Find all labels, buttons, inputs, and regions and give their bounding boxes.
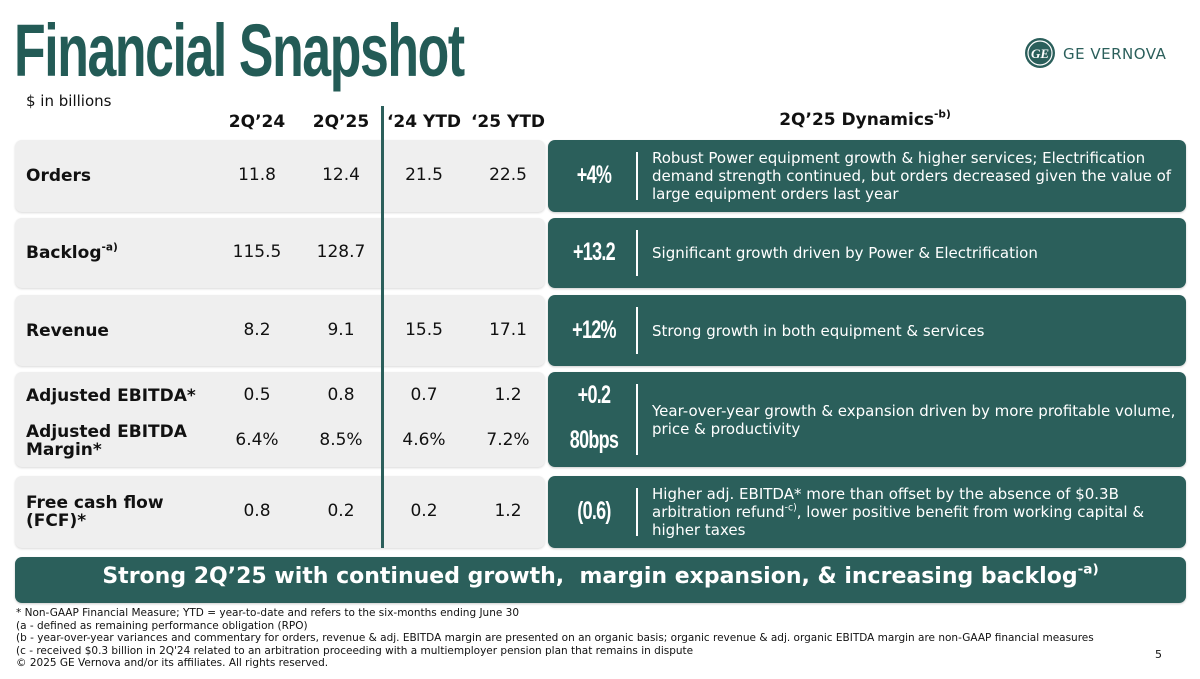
comment: Significant growth driven by Power & Ele… (652, 244, 1187, 262)
row-label-text: Free cash flow (FCF)* (26, 493, 164, 531)
banner-text: Strong 2Q’25 with continued growth, marg… (15, 561, 1186, 589)
cell-value: 8.2 (243, 319, 271, 340)
footnote: © 2025 GE Vernova and/or its affiliates.… (16, 657, 329, 670)
row-label-text: Adjusted EBITDA Margin* (26, 422, 187, 460)
row-label-text: Adjusted EBITDA* (26, 386, 196, 406)
cell-value: 1.2 (494, 385, 522, 405)
cell-value: 22.5 (489, 165, 527, 185)
dynamics-box (548, 295, 1186, 366)
dynamics-box (548, 372, 1186, 467)
cell-value: 0.2 (410, 501, 438, 521)
dynamics-header-text: 2Q’25 Dynamics (779, 110, 935, 130)
box-divider (636, 152, 638, 200)
dynamics-box (548, 140, 1186, 212)
comment-text: Robust Power equipment growth & higher s… (652, 149, 1172, 203)
row-label: Adjusted EBITDA Margin* (26, 423, 201, 459)
row-label: Orders (26, 167, 201, 185)
comment-text: Significant growth driven by Power & Ele… (652, 244, 1038, 262)
footnote: (c - received $0.3 billion in 2Q'24 rela… (16, 644, 694, 657)
column-header: 2Q’25 (312, 112, 370, 132)
cell-value: 12.4 (322, 165, 360, 185)
dynamics-box (548, 218, 1186, 288)
comment-text: Year-over-year growth & expansion driven… (652, 401, 1176, 438)
column-header: 2Q’24 (228, 112, 286, 132)
box-divider (636, 384, 638, 455)
row-label-text: Revenue (26, 320, 109, 341)
cell-value: 0.8 (243, 501, 271, 521)
cell-value: 0.7 (410, 385, 438, 405)
cell-value: 0.8 (327, 385, 355, 405)
row-background (15, 372, 545, 467)
row-label-text: Orders (26, 166, 92, 186)
cell-value: 6.4% (235, 430, 279, 450)
column-header: ‘24 YTD (386, 112, 462, 132)
footnote-ref: -a) (1077, 561, 1099, 578)
comment-text: Higher adj. EBITDA* more than offset by … (652, 485, 1119, 521)
divider (381, 106, 384, 548)
cell-value: 15.5 (405, 319, 443, 340)
footnote-ref: -b) (934, 108, 951, 121)
row-label: Adjusted EBITDA* (26, 387, 201, 405)
footnote-ref: -c) (784, 502, 797, 514)
cell-value: 8.5% (319, 430, 363, 450)
box-divider (636, 230, 638, 276)
banner (15, 557, 1186, 603)
cell-value: 0.5 (243, 385, 271, 405)
change-value: (0.6) (577, 497, 611, 525)
row-label-text: Backlog (26, 243, 102, 263)
logo-icon: GE (1025, 38, 1055, 68)
svg-text:GE: GE (1031, 46, 1049, 61)
comment: Year-over-year growth & expansion driven… (652, 402, 1187, 438)
cell-value: 21.5 (405, 165, 443, 185)
cell-value: 115.5 (232, 242, 282, 262)
cell-value: 11.8 (238, 165, 276, 185)
comment: Strong growth in both equipment & servic… (652, 322, 1187, 340)
cell-value: 7.2% (486, 430, 530, 450)
cell-value: 17.1 (489, 319, 527, 340)
row-background (15, 476, 545, 548)
box-divider (636, 488, 638, 536)
row-label: Free cash flow (FCF)* (26, 494, 201, 530)
comment: Higher adj. EBITDA* more than offset by … (652, 485, 1187, 539)
footnote: * Non-GAAP Financial Measure; YTD = year… (16, 607, 520, 619)
page-number: 5 (1155, 648, 1162, 661)
cell-value: 4.6% (402, 430, 446, 450)
row-background (15, 295, 545, 366)
change-value: +12% (572, 315, 616, 344)
column-header: ‘25 YTD (470, 112, 546, 132)
footnote: (b - year-over-year variances and commen… (16, 632, 1094, 645)
change-value: +13.2 (573, 238, 616, 266)
footnote-ref: -a) (101, 241, 118, 254)
row-background (15, 218, 545, 288)
units: $ in billions (26, 92, 112, 110)
comment-text: Strong growth in both equipment & servic… (652, 321, 985, 340)
change-value: +0.2 (577, 381, 611, 409)
change-value: +4% (576, 161, 612, 189)
cell-value: 0.2 (327, 501, 355, 521)
title: Financial Snapshot (14, 9, 465, 92)
cell-value: 128.7 (316, 242, 366, 262)
row-label: Revenue (26, 322, 201, 340)
logo-text: GE VERNOVA (1063, 45, 1167, 63)
comment: Robust Power equipment growth & higher s… (652, 149, 1187, 203)
footnote: (a - defined as remaining performance ob… (16, 619, 308, 632)
dynamics-header: 2Q’25 Dynamics-b) (700, 108, 1030, 130)
box-divider (636, 307, 638, 354)
row-label: Backlog-a) (26, 241, 201, 263)
dynamics-box (548, 476, 1186, 548)
comment-text: , lower positive benefit from working ca… (652, 503, 1145, 539)
row-background (15, 140, 545, 212)
change-value: 80bps (569, 426, 619, 454)
cell-value: 1.2 (494, 501, 522, 521)
banner-main: Strong 2Q’25 with continued growth, marg… (102, 564, 1078, 589)
cell-value: 9.1 (327, 319, 355, 340)
